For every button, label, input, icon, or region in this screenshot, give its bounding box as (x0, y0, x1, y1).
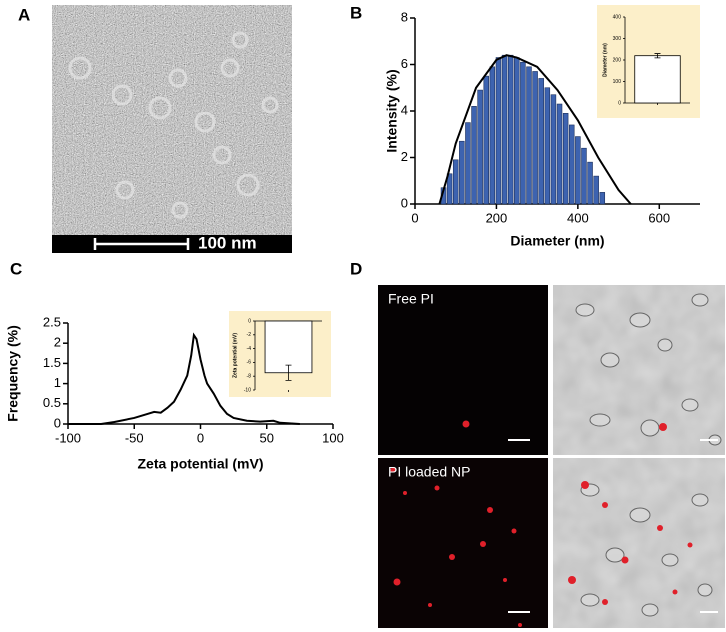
bar (477, 89, 483, 205)
image-label: PI loaded NP (388, 464, 471, 480)
bar (634, 55, 681, 104)
bar (483, 75, 489, 205)
y-axis-label: Intensity (%) (384, 69, 400, 152)
y-tick-label: 0 (54, 415, 61, 430)
y-tick-label: -10 (244, 387, 251, 393)
y-tick-label: 200 (613, 57, 622, 63)
bar (264, 320, 313, 374)
y-tick-label: 300 (613, 36, 622, 42)
bar (446, 173, 453, 205)
x-tick-label: -100 (55, 430, 81, 445)
microscopy: Free PI PI loaded NP (378, 285, 725, 628)
y-tick-label: 0 (618, 100, 621, 106)
bar (562, 113, 569, 205)
bar (599, 192, 606, 205)
y-tick-label: 0 (248, 318, 251, 324)
bar (452, 159, 459, 205)
bar (465, 122, 471, 205)
y-tick-label: 4 (401, 102, 408, 117)
bar (532, 71, 538, 205)
fluorescence-image (378, 458, 548, 628)
bar (526, 66, 532, 205)
x-tick-label: 100 (322, 430, 344, 445)
tem-texture (52, 5, 292, 253)
y-tick-label: -2 (247, 332, 252, 338)
bar (514, 57, 520, 205)
panel-label: A (18, 5, 30, 24)
y-tick-label: 2 (54, 335, 61, 350)
y-tick-label: 1.5 (43, 355, 61, 370)
bar (550, 94, 557, 205)
scale-bar (93, 238, 190, 250)
panel-label: D (350, 259, 362, 278)
y-tick-label: 1 (54, 375, 61, 390)
scale-label: 100 nm (198, 233, 257, 252)
bar (593, 175, 599, 205)
bar (544, 87, 551, 205)
scale-bars (508, 439, 718, 613)
y-axis-label: Frequency (%) (5, 325, 21, 421)
bar (569, 124, 575, 205)
y-tick-label: 8 (401, 9, 408, 24)
bar (538, 78, 544, 205)
bar (471, 106, 477, 205)
bar (581, 147, 587, 205)
bar (495, 57, 502, 205)
y-tick-label: -6 (247, 360, 252, 366)
bar (520, 61, 526, 205)
bar (489, 66, 496, 205)
cells (575, 293, 722, 617)
x-tick-label: 0 (411, 210, 418, 225)
x-tick-label: 200 (486, 210, 508, 225)
panel-label: C (10, 259, 22, 278)
error-bar (285, 364, 292, 381)
image-label: Free PI (388, 291, 434, 307)
bar (575, 136, 581, 205)
x-tick-label: -50 (125, 430, 144, 445)
panel-label: B (350, 3, 362, 22)
tem-image: 100 nm (52, 5, 292, 253)
y-tick-label: -4 (247, 346, 252, 352)
bar (501, 54, 508, 205)
y-tick-label: 6 (401, 56, 408, 71)
y-tick-label: 0 (401, 195, 408, 210)
y-tick-label: -8 (247, 374, 252, 380)
x-tick-label: 600 (648, 210, 670, 225)
bar (507, 54, 514, 205)
x-tick-label: 50 (260, 430, 274, 445)
y-tick-label: 100 (613, 79, 622, 85)
fluorescence-image (378, 285, 548, 455)
line (68, 332, 300, 425)
error-bar (654, 53, 661, 59)
bar (587, 161, 593, 205)
x-tick-label: 0 (197, 430, 204, 445)
y-axis-label: Diameter (nm) (602, 43, 608, 77)
particles (68, 31, 279, 219)
y-tick-label: 0.5 (43, 395, 61, 410)
x-axis-label: Diameter (nm) (510, 233, 604, 249)
x-tick-label: 400 (567, 210, 589, 225)
y-tick-label: 2.5 (43, 314, 61, 329)
y-tick-label: 2 (401, 149, 408, 164)
bar (556, 103, 563, 205)
y-axis-label: Zeta potential (mV) (232, 333, 238, 378)
x-axis-label: Zeta potential (mV) (137, 456, 263, 472)
y-tick-label: 400 (613, 14, 622, 20)
fit-curve (438, 54, 632, 205)
red-spots (390, 420, 693, 627)
bar (459, 140, 465, 205)
merged-image (553, 458, 725, 628)
